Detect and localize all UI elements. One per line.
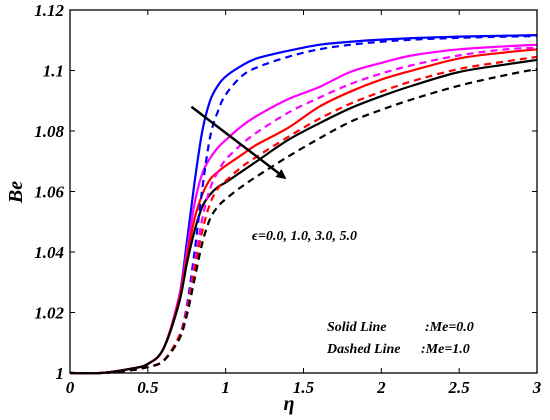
x-tick-label: 3 <box>532 378 542 397</box>
parameter-label: ϵ=0.0, 1.0, 3.0, 5.0 <box>252 229 357 244</box>
y-tick-label: 1.1 <box>43 62 64 81</box>
y-axis-label: Be <box>5 181 27 204</box>
series-line-8 <box>69 67 538 375</box>
x-tick-label: 0 <box>66 378 75 397</box>
y-tick-label: 1.08 <box>34 122 64 141</box>
axis-ticks: 0 0.5 1 1.5 2 2.5 3 1 1.02 1.04 1.06 1.08 1.1 1.12 <box>34 1 542 397</box>
x-tick-label: 2.5 <box>448 378 471 397</box>
y-tick-label: 1.12 <box>34 1 64 20</box>
x-tick-label: 2 <box>376 378 386 397</box>
x-tick-label: 0.5 <box>137 378 159 397</box>
x-axis-label: η <box>284 393 295 415</box>
legend-solid-value: :Me=0.0 <box>425 320 474 335</box>
y-tick-label: 1.02 <box>34 304 64 323</box>
legend-dashed-label: Dashed Line <box>326 342 401 357</box>
series-line-4 <box>69 58 538 375</box>
x-tick-label: 1 <box>221 378 230 397</box>
line-style-legend: Solid Line :Me=0.0 Dashed Line :Me=1.0 <box>326 320 474 357</box>
plot-frame <box>69 9 538 374</box>
parameter-arrow <box>190 105 287 180</box>
x-tick-label: 1.5 <box>293 378 315 397</box>
legend-dashed-value: :Me=1.0 <box>421 342 470 357</box>
y-tick-label: 1.06 <box>34 183 64 202</box>
y-tick-label: 1.04 <box>34 243 64 262</box>
legend-solid-label: Solid Line <box>327 320 387 335</box>
data-curves <box>69 34 538 375</box>
y-tick-label: 1 <box>56 364 65 383</box>
